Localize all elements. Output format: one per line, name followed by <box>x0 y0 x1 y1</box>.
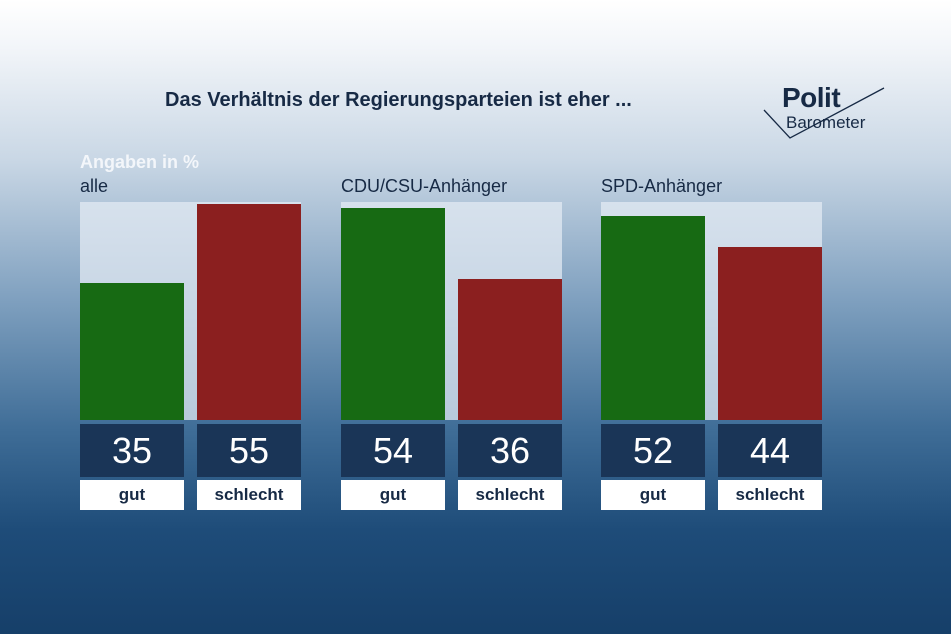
units-note: Angaben in % <box>80 152 200 172</box>
bar-schlecht <box>197 204 301 420</box>
bar-schlecht <box>718 247 822 420</box>
group-label: alle <box>80 176 109 196</box>
group-plot-area <box>341 202 562 420</box>
logo-line-1: Polit <box>782 82 841 113</box>
bar-gut <box>601 216 705 420</box>
category-label: gut <box>341 480 445 510</box>
value-label: 55 <box>197 424 301 477</box>
politbarometer-logo: Polit Barometer <box>760 80 890 140</box>
group-label: SPD-Anhänger <box>601 176 723 196</box>
bar-gut <box>341 208 445 420</box>
group-plot-area <box>601 202 822 420</box>
category-label: schlecht <box>197 480 301 510</box>
value-label: 52 <box>601 424 705 477</box>
category-label: gut <box>601 480 705 510</box>
value-label: 54 <box>341 424 445 477</box>
category-label: schlecht <box>718 480 822 510</box>
category-label: gut <box>80 480 184 510</box>
category-label: schlecht <box>458 480 562 510</box>
bar-gut <box>80 283 184 420</box>
value-label: 44 <box>718 424 822 477</box>
logo-line-2: Barometer <box>786 113 866 132</box>
value-label: 36 <box>458 424 562 477</box>
group-plot-area <box>80 202 301 420</box>
group-label: CDU/CSU-Anhänger <box>341 176 508 196</box>
chart-title: Das Verhältnis der Regierungsparteien is… <box>165 89 632 111</box>
value-label: 35 <box>80 424 184 477</box>
bar-schlecht <box>458 279 562 420</box>
logo-check-mark <box>763 87 885 139</box>
